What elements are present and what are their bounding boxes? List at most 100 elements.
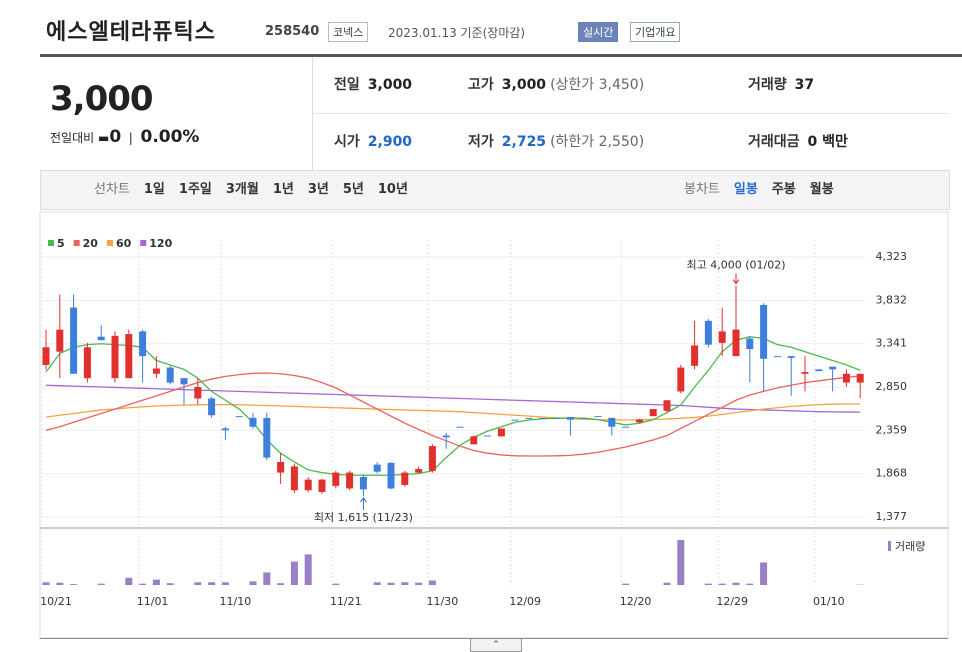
candle-body [635, 419, 643, 423]
tab-option[interactable]: 1주일 [178, 182, 212, 197]
quote-value: 3,000 [367, 77, 413, 93]
candle-body [649, 409, 657, 417]
volume-bar [221, 582, 229, 585]
quote-label: 시가 [334, 134, 360, 150]
legend-swatch [73, 240, 80, 246]
candle-body [359, 477, 367, 490]
x-tick-label: 12/09 [509, 595, 541, 608]
volume-bar [663, 582, 671, 585]
volume-bar [332, 583, 340, 585]
stock-code: 258540 [265, 24, 320, 39]
candle-body [332, 472, 340, 486]
quote-cell: 거래대금 0 백만 [748, 114, 848, 170]
x-tick-label: 12/20 [620, 595, 652, 608]
candle-body [56, 329, 64, 352]
candle-body [622, 426, 630, 428]
tab-option[interactable]: 일봉 [733, 182, 758, 197]
quote-label: 전일 [334, 77, 360, 93]
ma-line [45, 372, 861, 457]
candle-body [373, 464, 381, 472]
volume-bar [401, 582, 409, 585]
legend-label: 20 [83, 237, 99, 250]
candle-body [346, 472, 354, 489]
y-tick-label: 1,377 [876, 510, 908, 523]
legend-label: 거래량 [895, 540, 925, 553]
volume-bar [194, 582, 202, 585]
low-arrow-head [360, 497, 367, 503]
change-value: 0 [109, 127, 122, 147]
candle-body [442, 435, 450, 438]
candle-body [787, 356, 795, 358]
legend-swatch [106, 240, 113, 246]
tab-option[interactable]: 3년 [307, 182, 329, 197]
legend-swatch [888, 541, 891, 551]
tab-option[interactable]: 3개월 [225, 182, 259, 197]
candle-body [235, 416, 243, 418]
quote-label: 거래량 [748, 77, 787, 93]
candle-body [125, 334, 133, 379]
candle-body [718, 331, 726, 343]
quote-value: 37 [794, 77, 815, 93]
volume-bar [56, 582, 64, 585]
high-annotation: 최고 4,000 (01/02) [686, 259, 785, 272]
low-annotation: 최저 1,615 (11/23) [314, 511, 413, 524]
legend-swatch [48, 240, 54, 246]
quote-note: (하한가 2,550) [550, 134, 645, 150]
candle-body [428, 446, 436, 471]
quote-row: 전일 3,000 고가 3,000 (상한가 3,450) 거래량 37 [312, 57, 948, 113]
candle-body [97, 336, 105, 341]
volume-bar [208, 582, 216, 585]
candle-body [746, 338, 754, 350]
volume-bar [415, 582, 423, 585]
volume-bar [760, 562, 768, 585]
y-tick-label: 2,850 [876, 380, 908, 393]
y-tick-label: 3,832 [876, 293, 908, 306]
period-tabs: 선차트 1일 1주일 3개월 1년 3년 5년 10년 봉차트 일봉 주봉 월봉 [40, 170, 950, 210]
candle-body [553, 417, 561, 419]
tab-option[interactable]: 5년 [342, 182, 364, 197]
realtime-button[interactable]: 실시간 [578, 22, 619, 42]
collapse-button[interactable]: ⌃ [470, 639, 522, 652]
tab-option[interactable]: 1년 [272, 182, 294, 197]
quote-label: 거래대금 [748, 134, 800, 150]
tab-option[interactable]: 10년 [377, 182, 408, 197]
quote-value: 0 백만 [807, 134, 848, 150]
volume-bar [704, 583, 712, 585]
volume-bar [718, 583, 726, 585]
volume-bar [166, 583, 174, 585]
y-tick-label: 4,323 [876, 250, 908, 263]
company-name: 에스엘테라퓨틱스 [46, 20, 216, 45]
quote-cell: 저가 2,725 (하한가 2,550) [468, 114, 644, 170]
change-rate: 0.00% [140, 127, 200, 147]
tab-option[interactable]: 월봉 [809, 182, 834, 197]
price: 3,000 [50, 79, 154, 119]
quote-cell: 시가 2,900 [334, 114, 412, 170]
candle-body [704, 320, 712, 345]
volume-bar [42, 582, 50, 585]
legend-swatch [140, 240, 147, 246]
volume-bar [152, 579, 160, 585]
volume-bar [70, 584, 78, 585]
candle-body [221, 428, 229, 431]
tab-label: 선차트 [94, 182, 130, 197]
tab-option[interactable]: 주봉 [771, 182, 796, 197]
candle-body [401, 472, 409, 485]
quote-row: 시가 2,900 저가 2,725 (하한가 2,550) 거래대금 0 백만 [312, 113, 948, 170]
x-tick-label: 01/10 [813, 595, 845, 608]
candle-body [249, 417, 257, 427]
overview-button[interactable]: 기업개요 [630, 22, 681, 42]
x-tick-label: 11/10 [220, 595, 252, 608]
candle-body [608, 417, 616, 427]
x-tick-label: 12/29 [716, 595, 748, 608]
candle-body [815, 369, 823, 372]
tab-option[interactable]: 1일 [143, 182, 165, 197]
volume-bar [139, 583, 147, 585]
legend-label: 5 [57, 237, 65, 250]
candle-body [829, 366, 837, 370]
volume-bar [746, 583, 754, 585]
volume-bar [263, 572, 271, 585]
high-arrow-head [732, 279, 740, 285]
candle-body [732, 329, 740, 357]
candle-body [539, 417, 547, 419]
legend-label: 120 [149, 237, 172, 250]
